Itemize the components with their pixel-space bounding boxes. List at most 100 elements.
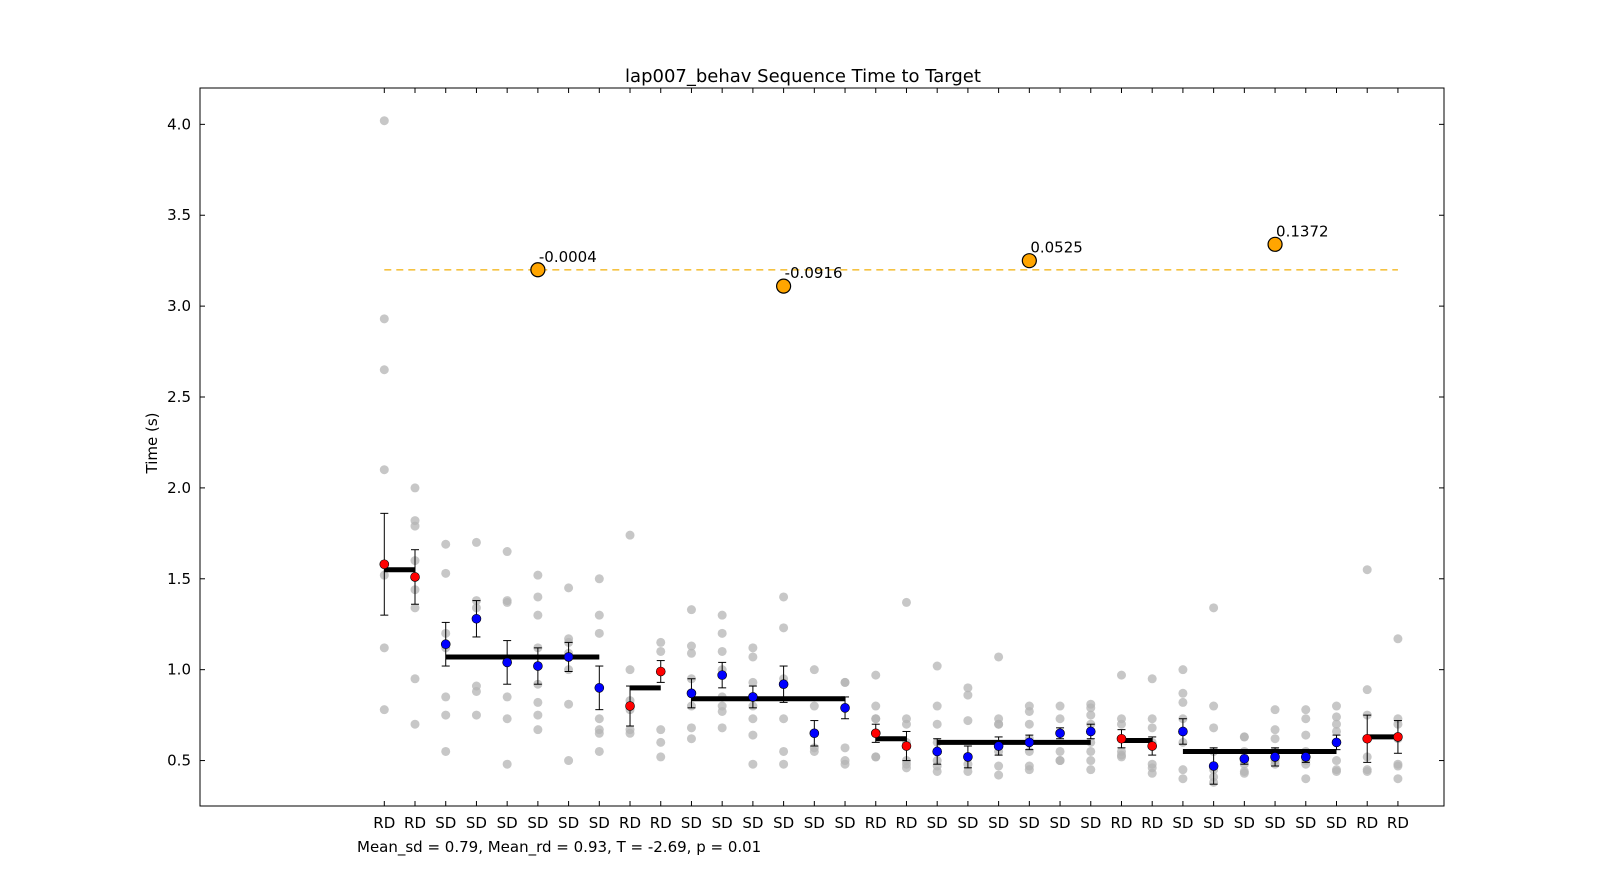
sample-point — [932, 661, 942, 671]
sample-point — [594, 746, 604, 756]
sample-point — [994, 770, 1004, 780]
sample-point — [779, 746, 789, 756]
sample-point — [379, 705, 389, 715]
sample-point — [441, 539, 451, 549]
rd-mean-point — [410, 572, 420, 582]
sample-point — [963, 716, 973, 726]
x-tick-label: SD — [435, 814, 456, 832]
correlation-label: -0.0004 — [539, 248, 597, 266]
rd-mean-point — [1147, 741, 1157, 751]
rd-mean-point — [1116, 733, 1127, 744]
sample-point — [1331, 766, 1341, 776]
correlation-label: 0.1372 — [1276, 222, 1329, 240]
sd-mean-point — [1300, 752, 1311, 762]
sample-point — [1301, 714, 1311, 724]
x-tick-label: RD — [650, 814, 672, 832]
sample-point — [656, 752, 666, 762]
x-tick-label: SD — [957, 814, 978, 832]
sample-point — [1055, 714, 1065, 724]
sample-point — [686, 648, 696, 658]
sample-point — [871, 701, 881, 711]
y-axis-ticks: 0.5 1.0 1.5 2.0 2.5 3.0 3.5 4.0 — [167, 115, 1444, 770]
sample-point — [1270, 705, 1280, 715]
rd-mean-point — [1362, 733, 1373, 744]
sd-mean-point — [1024, 737, 1035, 748]
sample-point — [1116, 670, 1126, 680]
sample-point — [1086, 746, 1096, 756]
plot-frame — [199, 87, 1445, 807]
sample-point — [1209, 723, 1219, 733]
sample-point — [594, 574, 604, 584]
sample-point — [471, 537, 481, 547]
sample-point — [748, 643, 758, 653]
sample-point — [410, 719, 420, 729]
sample-point — [994, 761, 1004, 771]
sd-mean-point — [471, 613, 482, 624]
sample-point — [533, 592, 543, 602]
sample-point — [1055, 756, 1065, 766]
sample-point — [1086, 756, 1096, 766]
sample-point — [717, 646, 727, 656]
sample-point — [901, 763, 911, 773]
sample-point — [963, 766, 973, 776]
sample-point — [656, 646, 666, 656]
sample-point — [656, 637, 666, 647]
sample-point — [717, 723, 727, 733]
sample-point — [441, 692, 451, 702]
sample-point — [717, 610, 727, 620]
stats-summary: Mean_sd = 0.79, Mean_rd = 0.93, T = -2.6… — [357, 838, 761, 857]
sample-point — [1178, 688, 1188, 698]
sample-point — [809, 665, 819, 675]
y-tick-label: 2.5 — [167, 388, 191, 406]
sd-mean-point — [932, 746, 942, 757]
sample-point — [441, 710, 451, 720]
sample-point — [625, 665, 635, 675]
sample-point — [441, 568, 451, 578]
sample-point — [1331, 756, 1341, 766]
x-tick-label: SD — [804, 814, 825, 832]
rd-mean-point — [379, 559, 390, 570]
sample-point — [1270, 734, 1280, 744]
sample-point — [1301, 705, 1311, 715]
sample-point — [1055, 701, 1065, 711]
sample-point — [871, 752, 881, 762]
x-tick-label: SD — [773, 814, 794, 832]
correlation-marker — [776, 278, 792, 294]
x-tick-label: SD — [1019, 814, 1040, 832]
sample-point — [502, 597, 512, 607]
sample-point — [1147, 768, 1157, 778]
sample-point — [410, 674, 420, 684]
sample-point — [748, 677, 758, 687]
correlation-markers: -0.0004 -0.0916 0.0525 0.1372 — [530, 222, 1329, 294]
x-tick-label: RD — [404, 814, 426, 832]
sample-point — [564, 756, 574, 766]
sample-point — [471, 710, 481, 720]
y-tick-label: 4.0 — [167, 115, 191, 133]
sample-point — [471, 686, 481, 696]
sample-point — [686, 723, 696, 733]
sample-point — [809, 701, 819, 711]
y-axis-label: Time (s) — [143, 413, 161, 475]
sample-point — [1331, 712, 1341, 722]
sd-mean-point — [809, 728, 820, 739]
sd-mean-point — [1055, 728, 1065, 739]
sample-point — [1239, 768, 1249, 778]
x-tick-label: SD — [527, 814, 548, 832]
sample-point — [748, 652, 758, 662]
y-tick-label: 1.0 — [167, 661, 191, 679]
sample-point — [748, 759, 758, 769]
sd-mean-point — [717, 670, 727, 680]
sample-point — [963, 683, 973, 693]
sample-point — [779, 592, 789, 602]
x-tick-label: SD — [1295, 814, 1316, 832]
sample-point — [656, 725, 666, 735]
sample-point — [1239, 732, 1249, 742]
correlation-marker — [530, 262, 546, 278]
sample-point — [625, 728, 635, 738]
x-tick-label: SD — [1080, 814, 1101, 832]
sd-mean-point — [963, 752, 973, 762]
correlation-marker — [1267, 236, 1283, 252]
x-tick-label: RD — [619, 814, 641, 832]
sample-point — [533, 725, 543, 735]
sample-point — [502, 759, 512, 769]
